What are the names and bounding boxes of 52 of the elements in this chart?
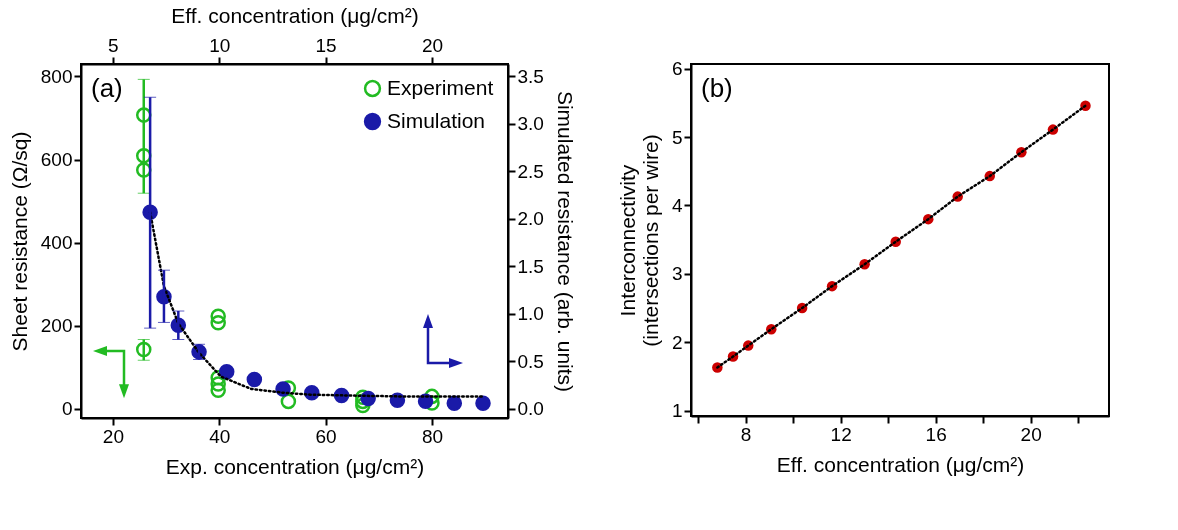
legend-label: Experiment [387, 75, 494, 99]
x-tick-label: 12 [830, 423, 852, 445]
point [355, 397, 371, 414]
point [475, 395, 491, 411]
x-axis-title: Eff. concentration (μg/cm²) [776, 452, 1025, 476]
y-tick-label: 6 [671, 58, 683, 80]
y-tick-label: 400 [40, 232, 73, 254]
x2-tick-label: 15 [315, 34, 337, 56]
y-tick-label: 2 [671, 331, 683, 353]
y-tick-label: 0 [61, 398, 73, 420]
y-axis-title: Sheet resistance (Ω/sq) [7, 131, 31, 352]
x-tick-label: 8 [740, 423, 752, 445]
point [218, 364, 235, 380]
y-tick-label: 800 [40, 65, 73, 87]
point [210, 376, 226, 392]
point [246, 371, 263, 388]
x-axis-title: Exp. concentration (μg/cm²) [165, 454, 425, 478]
y-tick-label: 200 [40, 315, 73, 337]
point [210, 308, 226, 324]
x-tick-label: 60 [315, 425, 337, 447]
point [210, 382, 226, 398]
y-axis-title: Interconnectivity (intersections per wire) [615, 134, 662, 347]
y2-tick-label: 0.5 [517, 350, 544, 372]
y2-tick-label: 3.0 [517, 113, 544, 135]
y2-tick-label: 0.0 [517, 398, 544, 420]
annotation: (a) [91, 73, 123, 103]
y2-tick-label: 2.5 [517, 160, 544, 182]
x-tick-label: 40 [209, 425, 231, 447]
x2-tick-label: 10 [209, 34, 231, 56]
y2-tick-label: 2.0 [517, 208, 544, 230]
legend-label: Simulation [387, 108, 486, 132]
x-tick-label: 20 [102, 425, 124, 447]
y-tick-label: 1 [671, 400, 683, 422]
y2-axis-title: Simulated resistance (arb. units) [553, 90, 577, 393]
y-tick-label: 3 [671, 263, 683, 285]
x-tick-label: 80 [421, 425, 444, 447]
point [210, 315, 226, 331]
annotation: (b) [701, 73, 733, 103]
x2-tick-label: 5 [108, 34, 119, 56]
point [135, 341, 152, 358]
y-tick-label: 5 [671, 126, 683, 148]
y2-tick-label: 3.5 [517, 65, 544, 87]
x2-tick-label: 20 [421, 34, 444, 56]
y2-tick-label: 1.0 [517, 303, 544, 325]
y-tick-label: 4 [671, 194, 683, 216]
point [280, 393, 297, 410]
x2-axis-title: Eff. concentration (μg/cm²) [171, 3, 419, 27]
point [446, 395, 463, 411]
y-tick-label: 600 [40, 149, 73, 171]
x-tick-label: 20 [1020, 423, 1042, 445]
x-tick-label: 16 [925, 423, 947, 445]
y2-tick-label: 1.5 [517, 255, 544, 277]
